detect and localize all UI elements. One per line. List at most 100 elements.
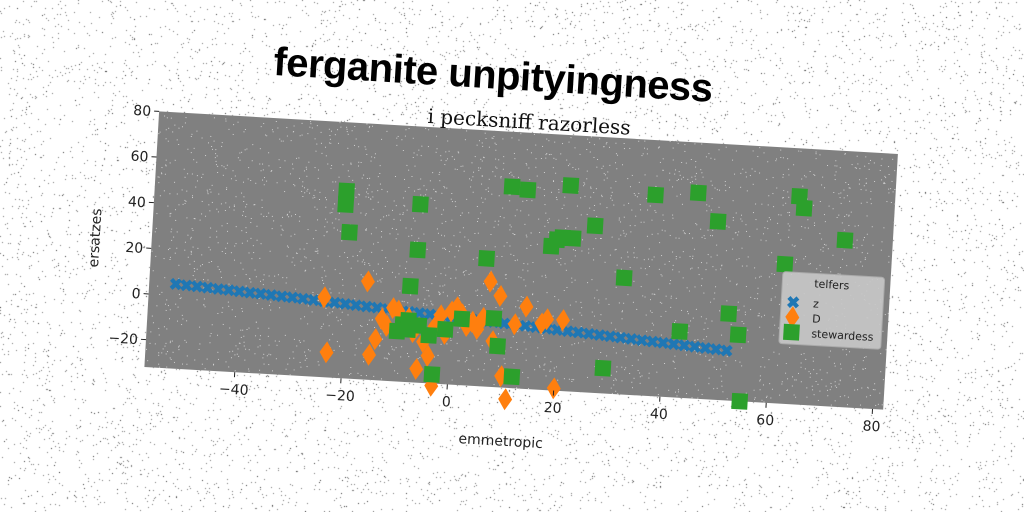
data-point-D [483, 270, 498, 293]
data-point-D [362, 343, 377, 366]
data-point-z [265, 288, 278, 302]
legend-label-stewardess: stewardess [811, 327, 874, 344]
data-point-z [561, 325, 574, 338]
data-point-z [603, 330, 617, 343]
series-stewardess [337, 177, 854, 410]
data-point-stewardess [503, 368, 521, 386]
data-point-z [614, 331, 627, 344]
x-tick-label: 80 [862, 418, 881, 435]
data-point-z [190, 280, 204, 293]
x-tick-label: −40 [218, 381, 248, 399]
data-point-z [296, 292, 310, 305]
data-point-stewardess [478, 250, 496, 267]
data-point-z [582, 327, 596, 340]
y-tick-label: 0 [131, 286, 141, 302]
data-point-stewardess [731, 392, 749, 410]
data-point-z [212, 282, 225, 296]
data-point-z [254, 287, 267, 300]
data-point-z [646, 335, 659, 348]
data-point-stewardess [338, 182, 355, 200]
data-point-D [420, 344, 435, 367]
data-point-stewardess [562, 177, 580, 194]
y-tick-label: 80 [133, 103, 152, 120]
data-point-stewardess [436, 320, 454, 338]
data-point-stewardess [795, 199, 813, 217]
data-point-z [222, 283, 235, 297]
data-point-z [328, 296, 341, 309]
data-point-z [349, 299, 363, 312]
data-point-z [635, 334, 649, 347]
data-point-z [286, 291, 299, 304]
data-point-D [374, 307, 389, 330]
data-point-stewardess [594, 359, 612, 377]
data-point-z [180, 279, 193, 292]
data-point-D [317, 286, 332, 309]
data-point-D [540, 308, 555, 331]
series-layer [169, 177, 854, 411]
data-point-D [433, 304, 448, 327]
data-point-z [423, 308, 437, 321]
data-point-stewardess [420, 326, 438, 344]
data-point-z [572, 326, 585, 339]
x-tick-label: 60 [756, 412, 775, 429]
x-tick-label: 0 [441, 394, 451, 410]
data-point-stewardess [453, 310, 471, 328]
x-axis-label: emmetropic [458, 431, 543, 452]
data-point-z [519, 319, 532, 333]
data-point-D [507, 313, 522, 336]
data-point-z [307, 293, 320, 307]
data-point-z [339, 297, 352, 311]
data-point-stewardess [615, 269, 633, 287]
legend-title: telfers [814, 277, 850, 292]
data-point-z [720, 344, 733, 357]
data-point-stewardess [647, 186, 665, 204]
y-axis: −20 0 20 40 60 80 [108, 103, 160, 348]
data-point-z [667, 337, 680, 351]
data-point-D [493, 284, 508, 307]
data-point-z [709, 343, 723, 356]
data-point-stewardess [671, 323, 689, 340]
data-point-D [546, 377, 561, 400]
data-point-stewardess [503, 178, 521, 196]
x-tick-label: 20 [543, 400, 562, 417]
x-axis: −40 −20 0 20 40 60 80 [218, 372, 881, 435]
data-point-z [243, 286, 257, 299]
data-point-D [450, 296, 465, 319]
y-axis-label: ersatzes [86, 208, 105, 268]
data-point-stewardess [489, 337, 506, 355]
data-point-stewardess [836, 231, 854, 249]
data-point-stewardess [720, 305, 738, 323]
data-point-D [319, 341, 334, 364]
data-point-z [688, 340, 701, 353]
legend-box [778, 271, 886, 350]
data-point-stewardess [519, 181, 537, 199]
y-tick-label: 20 [125, 240, 144, 257]
x-tick-label: −20 [325, 387, 355, 405]
data-point-D [368, 328, 383, 351]
data-point-D [519, 295, 534, 318]
data-point-D [379, 315, 394, 337]
data-point-z [169, 277, 182, 291]
data-point-stewardess [401, 277, 419, 295]
legend-marker-D [785, 306, 800, 329]
data-point-z [360, 300, 373, 313]
data-point-D [409, 357, 424, 380]
y-tick-label: −20 [108, 330, 138, 348]
data-point-stewardess [776, 255, 794, 273]
data-point-stewardess [337, 196, 355, 214]
data-point-stewardess [564, 229, 582, 247]
data-point-D [360, 270, 375, 293]
legend-label-z: z [813, 297, 820, 310]
data-point-z [678, 339, 691, 352]
legend-marker-z [787, 296, 800, 309]
data-point-z [370, 301, 384, 314]
data-point-stewardess [341, 223, 358, 241]
legend-marker-stewardess [783, 323, 800, 341]
data-point-stewardess [485, 309, 503, 327]
data-point-z [233, 285, 246, 298]
data-point-z [593, 328, 606, 342]
